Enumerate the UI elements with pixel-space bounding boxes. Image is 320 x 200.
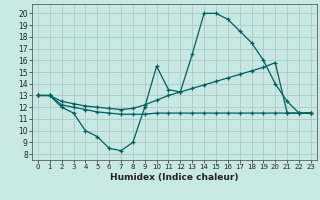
X-axis label: Humidex (Indice chaleur): Humidex (Indice chaleur) bbox=[110, 173, 239, 182]
